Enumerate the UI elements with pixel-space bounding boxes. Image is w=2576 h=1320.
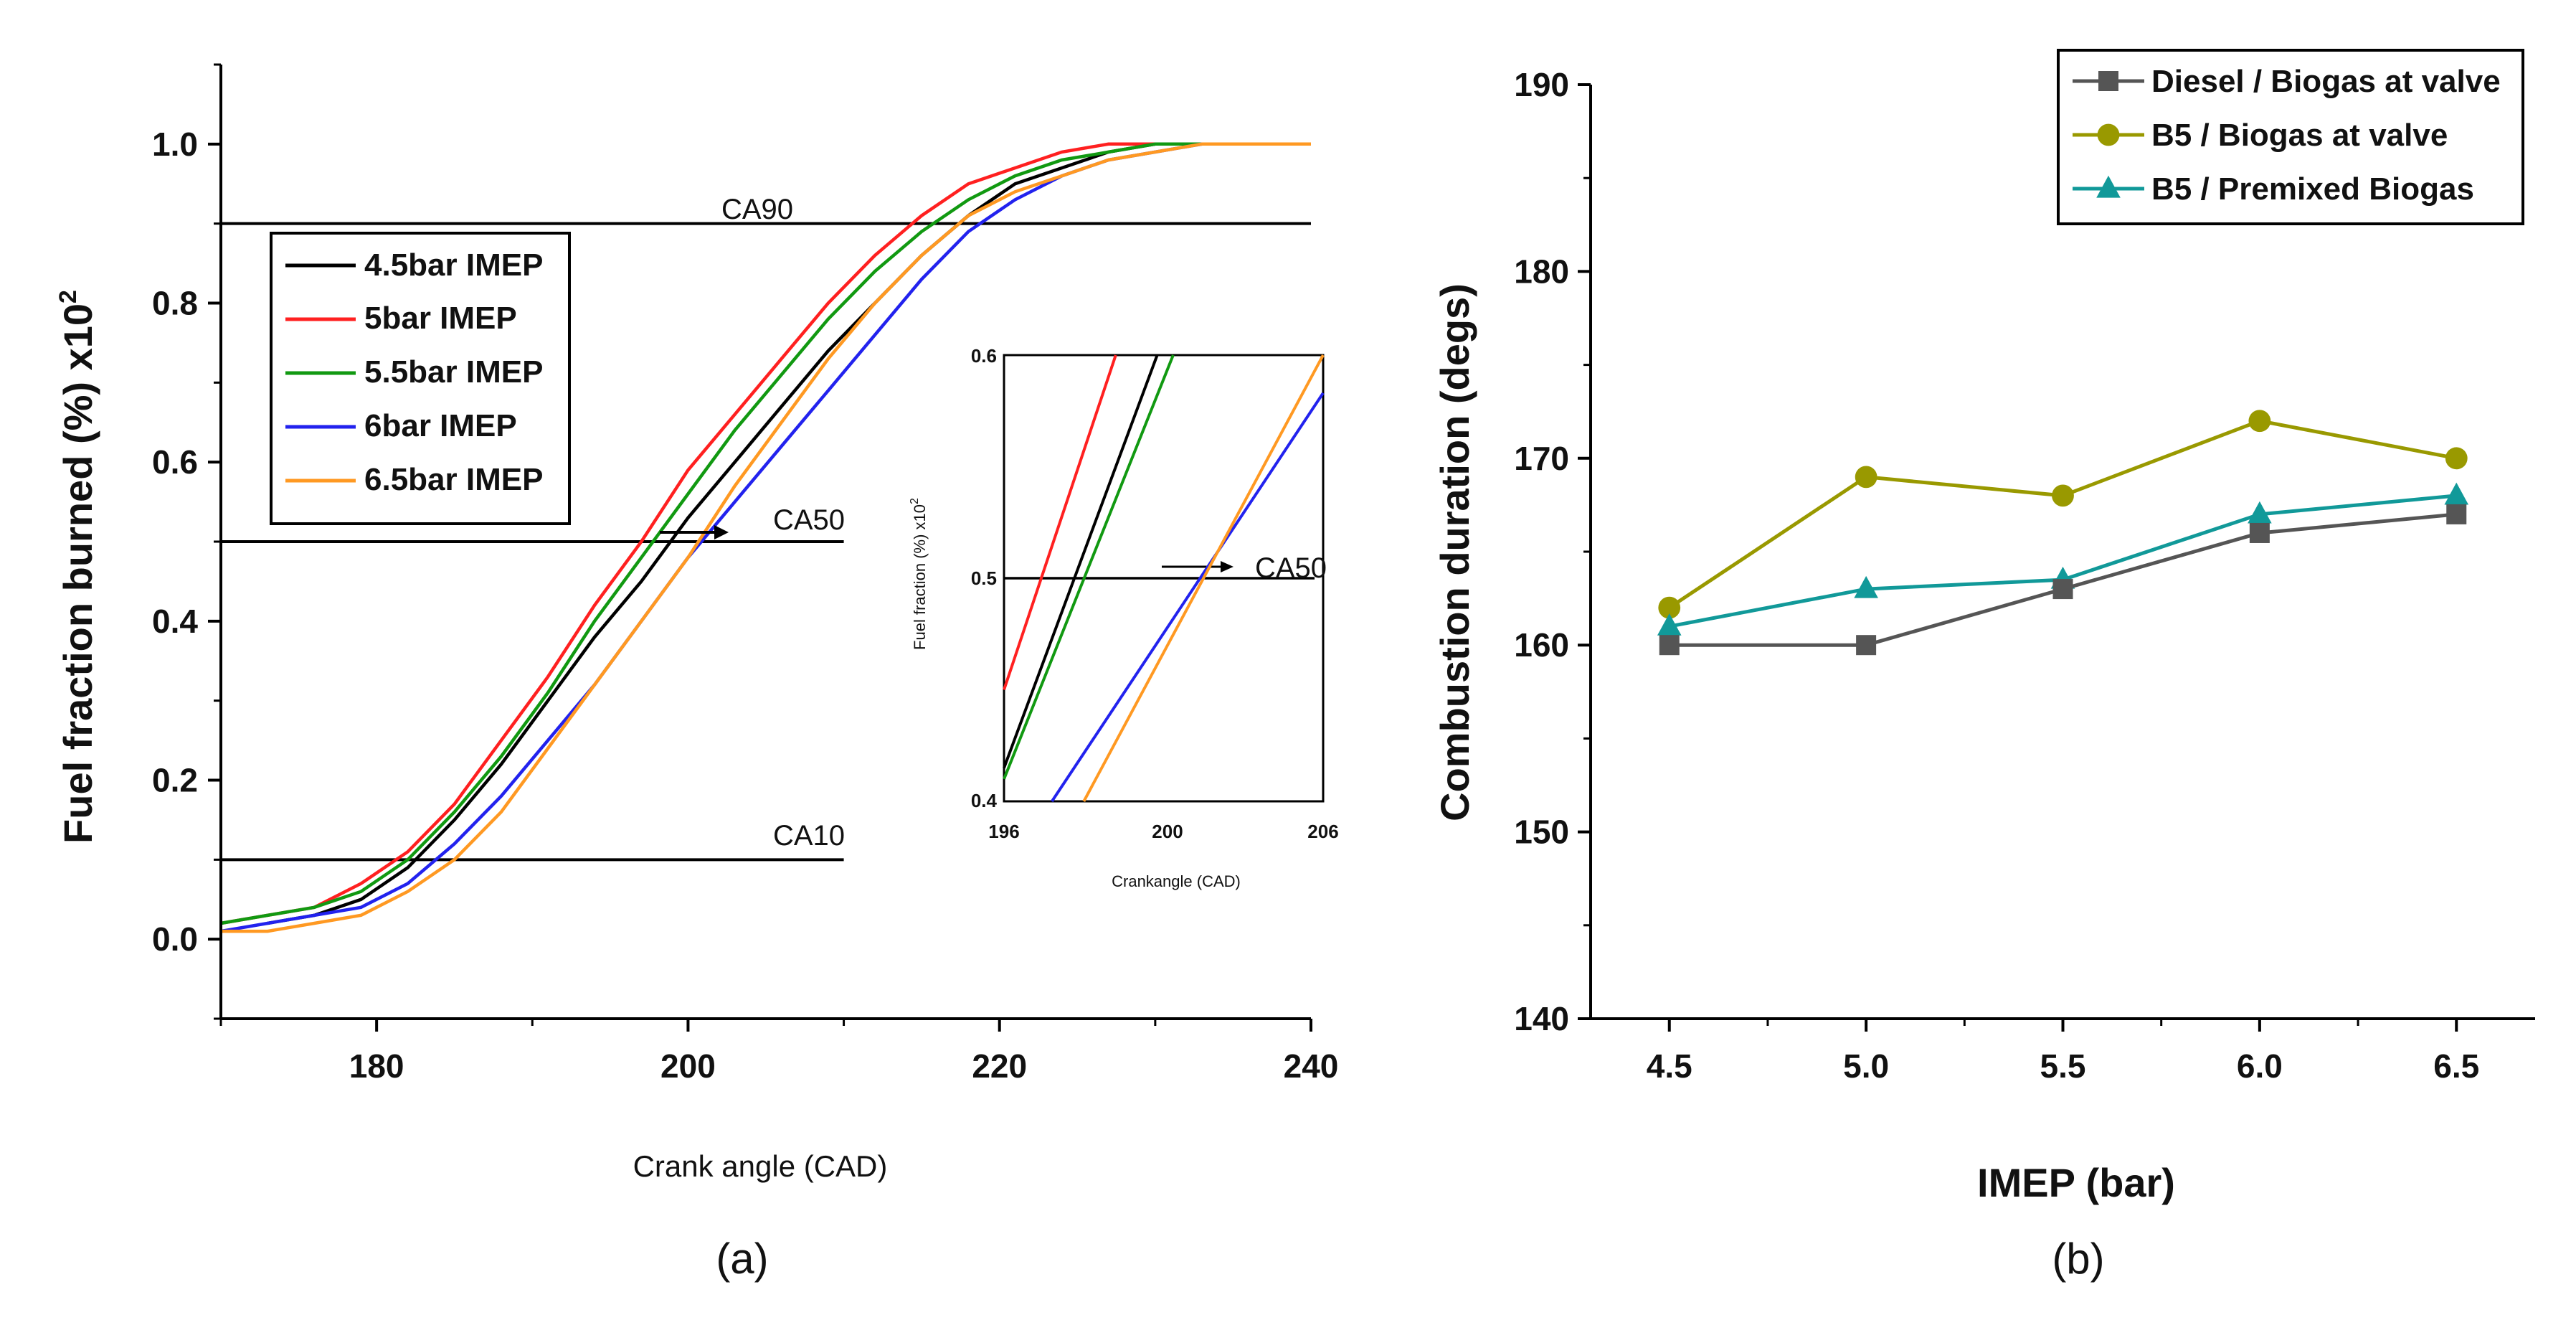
legend-label-b5-premixed-biogas: B5 / Premixed Biogas [2151,171,2474,207]
panel-a-caption: (a) [716,1235,768,1283]
series-line-triangle [1669,494,2457,628]
data-point-circle [2248,410,2271,433]
data-point-circle [2052,484,2074,507]
inset-ca50-arrow-head [1221,561,1233,572]
inset-x-tick-206: 206 [1307,821,1338,842]
legend-label-6.5bar: 6.5bar IMEP [364,462,543,497]
data-point-triangle [1657,613,1682,636]
panel-a-x-tick-label: 220 [972,1047,1027,1085]
inset-x-axis-label: Crankangle (CAD) [1112,872,1241,890]
panel-b-x-tick-label: 5.5 [2040,1047,2086,1085]
inset-y-tick-0.5: 0.5 [971,567,997,589]
panel-a-y-tick-label: 0.4 [152,603,198,640]
panel-b-ticks: 140 150 160 170 180 190 4.5 5.0 5.5 6.0 6.5 [1514,66,2479,1085]
legend-label-diesel-biogas-valve: Diesel / Biogas at valve [2151,64,2501,99]
panel-a-y-axis-label: Fuel fraction burned (%) x102 [55,290,100,844]
panel-b-x-tick-label: 4.5 [1647,1047,1692,1085]
panel-a-ticks: 0.0 0.2 0.4 0.6 0.8 1.0 180 200 220 240 [152,63,1339,1085]
legend-label-4.5bar: 4.5bar IMEP [364,248,543,283]
data-point-triangle [2248,501,2272,524]
panel-a-reference-lines [221,222,1311,862]
inset-series-line-3 [1051,392,1325,803]
panel-b-y-tick-label: 160 [1514,626,1569,664]
inset-x-tick-200: 200 [1152,821,1183,842]
panel-a-y-tick-label: 0.2 [152,762,198,799]
panel-a-y-tick-label: 0.0 [152,920,198,958]
panel-b-series [1657,410,2469,656]
panel-b-x-axis-label: IMEP (bar) [1977,1160,2175,1205]
inset-y-tick-0.4: 0.4 [971,790,998,811]
panel-b-x-tick-label: 6.0 [2237,1047,2283,1085]
inset-x-tick-196: 196 [988,821,1019,842]
data-point-square [2446,504,2467,524]
ca50-arrow-head [714,525,729,539]
panel-b-legend: Diesel / Biogas at valve B5 / Biogas at … [2057,49,2524,225]
legend-label-5bar: 5bar IMEP [364,301,517,336]
inset-series-line-2 [1003,354,1175,780]
panel-b-x-tick-label: 5.0 [1843,1047,1889,1085]
panel-b-chart: 140 150 160 170 180 190 4.5 5.0 5.5 6.0 6.5 Combus… [1432,49,2535,1283]
panel-a-x-tick-label: 180 [349,1047,404,1085]
inset-y-axis-label: Fuel fraction (%) x102 [909,498,929,650]
ca90-label: CA90 [721,194,793,225]
inset-ca50-label: CA50 [1255,552,1327,584]
ca10-label: CA10 [773,820,845,852]
data-point-circle [2445,447,2468,470]
legend-label-b5-biogas-valve: B5 / Biogas at valve [2151,118,2448,153]
panel-a-legend: 4.5bar IMEP 5bar IMEP 5.5bar IMEP 6bar I… [270,232,571,525]
legend-label-6bar: 6bar IMEP [364,408,517,443]
data-point-circle [1658,596,1681,619]
panel-a-inset: Fuel fraction (%) x102 Crankangle (CAD) … [909,345,1339,890]
series-line-5.5bar-imep [220,142,1202,925]
legend-swatch-marker-circle [2097,123,2120,146]
panel-a-x-tick-label: 200 [660,1047,716,1085]
data-point-square [2249,522,2270,543]
data-point-square [1659,635,1680,656]
data-point-square [1856,635,1877,656]
legend-swatch-marker-triangle [2096,175,2121,198]
inset-y-tick-0.6: 0.6 [971,345,997,367]
panel-b-y-tick-label: 150 [1514,814,1569,851]
panel-a-x-axis-label: Crank angle (CAD) [633,1149,888,1183]
panel-b-y-tick-label: 140 [1514,1000,1569,1037]
panel-b-y-tick-label: 190 [1514,66,1569,103]
panel-a-series [220,142,1311,933]
series-line-6.5bar-imep [221,142,1311,933]
data-point-circle [1855,466,1877,489]
panel-a-x-tick-label: 240 [1284,1047,1339,1085]
panel-b-caption: (b) [2052,1235,2104,1283]
legend-swatch-marker-square [2098,71,2118,91]
panel-a-legend-frame [270,232,571,525]
inset-series-line-1 [1003,354,1159,769]
panel-b-legend-frame [2057,49,2524,225]
legend-label-5.5bar: 5.5bar IMEP [364,354,543,390]
data-point-square [2052,579,2073,600]
panel-b-x-tick-label: 6.5 [2433,1047,2479,1085]
series-line-5bar-imep [220,142,1155,925]
panel-a-y-tick-label: 1.0 [152,126,198,163]
panel-b-y-axis-label: Combustion duration (degs) [1432,283,1477,821]
inset-series-line-0 [1003,354,1117,691]
panel-b-y-tick-label: 170 [1514,440,1569,477]
ca50-label: CA50 [773,504,845,536]
panel-a-chart: 0.0 0.2 0.4 0.6 0.8 1.0 180 200 220 240 Fuel frac… [55,63,1339,1283]
data-point-triangle [2444,482,2469,505]
panel-a-y-tick-label: 0.6 [152,443,198,481]
panel-b-y-tick-label: 180 [1514,253,1569,290]
data-point-triangle [1854,575,1878,598]
panel-a-y-tick-label: 0.8 [152,285,198,322]
inset-series-line-4 [1082,354,1325,802]
series-line-4.5bar-imep [267,142,1202,925]
